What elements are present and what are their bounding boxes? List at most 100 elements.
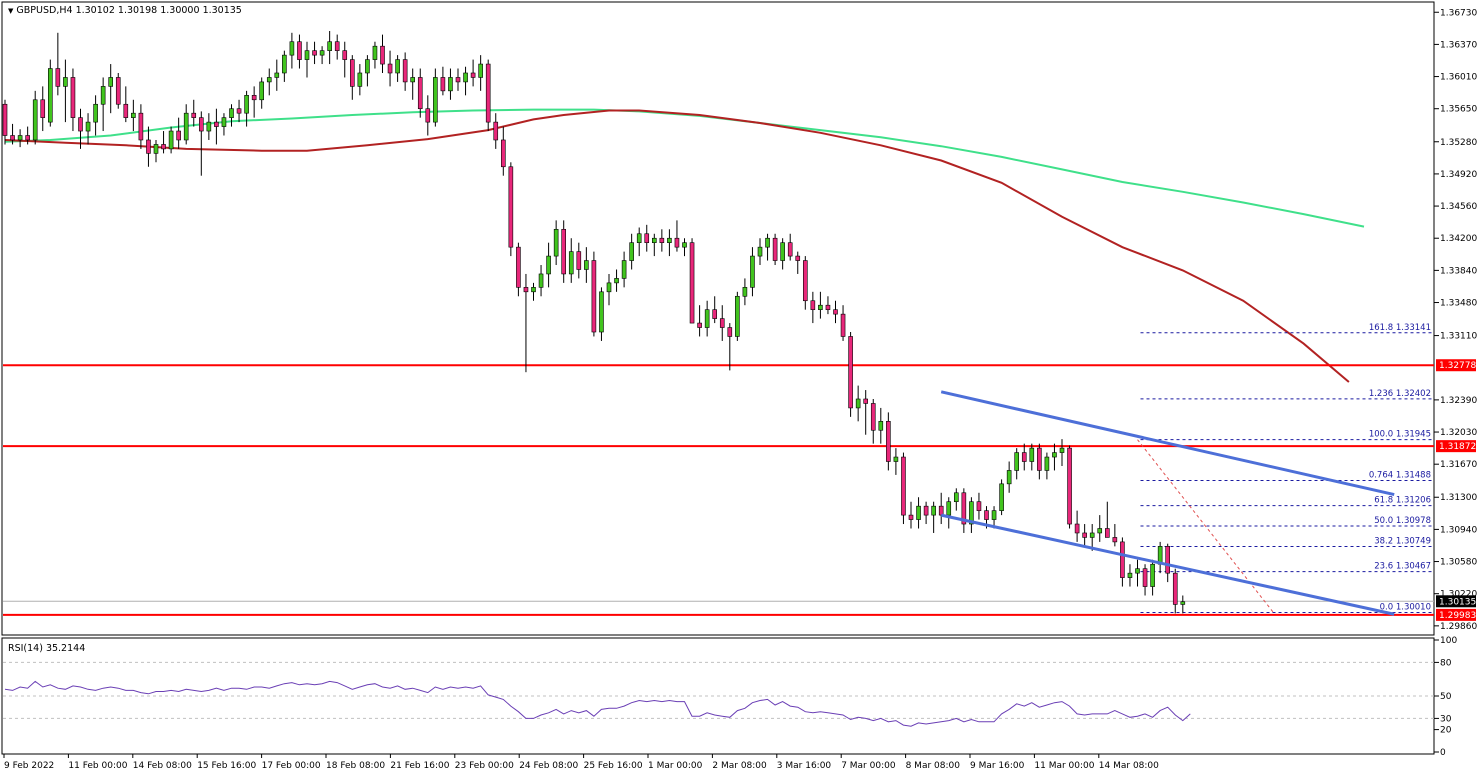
- candle-body: [85, 121, 91, 132]
- candle-body: [818, 304, 823, 310]
- candle-body: [304, 50, 310, 60]
- candle-body: [682, 242, 687, 248]
- candle-body: [1135, 568, 1140, 574]
- candle: [1089, 524, 1095, 551]
- candle: [478, 55, 483, 91]
- current-price-tag-label: 1.30135: [1439, 597, 1476, 607]
- rsi-label: RSI(14) 35.2144: [8, 643, 85, 654]
- candle-body: [1029, 447, 1035, 462]
- rsi-tick-label: 50: [1440, 692, 1452, 702]
- candle-body: [757, 246, 763, 257]
- candle-body: [614, 278, 619, 284]
- candle-body: [493, 121, 499, 141]
- candle-body: [1067, 447, 1072, 525]
- candle: [599, 287, 604, 341]
- candle-body: [266, 77, 272, 83]
- level-tag-label: 1.29983: [1439, 611, 1476, 621]
- candle: [870, 398, 876, 444]
- candle-body: [621, 260, 627, 279]
- candle: [131, 99, 136, 132]
- price-tick-label: 1.33840: [1440, 266, 1477, 276]
- rsi-pane[interactable]: RSI(14) 35.2144: [1, 637, 1435, 755]
- candle-body: [984, 510, 989, 520]
- candle-body: [531, 287, 536, 293]
- candle: [387, 50, 393, 87]
- candle: [123, 86, 129, 123]
- candle: [32, 90, 38, 145]
- candle: [448, 68, 453, 100]
- time-tick-label: 14 Feb 08:00: [133, 761, 192, 771]
- candle-body: [1089, 532, 1095, 538]
- candle: [1006, 461, 1012, 493]
- candle: [470, 59, 476, 87]
- candle: [1074, 510, 1080, 542]
- candle-body: [584, 260, 589, 270]
- candle-body: [297, 41, 302, 60]
- candle: [1172, 568, 1178, 614]
- candle: [712, 296, 718, 324]
- candle-body: [976, 501, 982, 511]
- candle: [70, 68, 76, 132]
- candle: [372, 41, 378, 69]
- candle: [969, 497, 974, 533]
- candle: [100, 77, 106, 132]
- candle-body: [463, 72, 468, 83]
- candle: [500, 126, 506, 176]
- candle: [1021, 443, 1027, 471]
- candle: [282, 50, 287, 82]
- candle-body: [523, 287, 529, 293]
- price-tick-label: 1.36010: [1440, 73, 1477, 83]
- candle: [349, 55, 355, 100]
- rsi-series: [4, 680, 1191, 727]
- candle: [2, 99, 8, 145]
- candle: [297, 34, 302, 69]
- candle-body: [417, 77, 423, 110]
- candle: [659, 229, 665, 252]
- candle-body: [448, 77, 453, 92]
- candle-body: [833, 309, 838, 315]
- candle-body: [636, 233, 642, 243]
- candle: [976, 492, 982, 520]
- candle: [1052, 443, 1057, 471]
- candle: [138, 104, 144, 149]
- candle: [319, 46, 325, 65]
- candle: [825, 296, 831, 315]
- candle: [697, 305, 702, 337]
- candle: [85, 113, 91, 145]
- fib-level-label: 38.2 1.30749: [1374, 536, 1431, 546]
- candle-body: [886, 421, 891, 462]
- candle: [674, 220, 680, 252]
- candle: [168, 126, 174, 154]
- candle-body: [787, 242, 793, 257]
- candle: [523, 273, 529, 373]
- candle: [229, 104, 234, 127]
- rsi-line: [4, 680, 1191, 727]
- candle-body: [55, 68, 61, 87]
- candle: [780, 238, 785, 270]
- candle-body: [1014, 452, 1020, 471]
- symbol-marker-icon: ▼: [8, 7, 14, 15]
- candle-body: [629, 242, 634, 261]
- candle-body: [327, 41, 332, 51]
- current-price-tag: [1436, 595, 1476, 608]
- candle: [304, 41, 310, 78]
- price-pane-background: [1, 1, 1435, 636]
- price-pane[interactable]: 161.8 1.33141 1.236 1.32402 100.0 1.31945 0…: [1, 1, 1435, 636]
- candle-body: [855, 398, 861, 409]
- candle-body: [161, 144, 166, 150]
- candle-body: [508, 166, 514, 248]
- candle: [531, 282, 536, 301]
- candle: [463, 66, 468, 96]
- candle: [357, 64, 363, 96]
- candle: [916, 497, 921, 529]
- candle-body: [712, 309, 718, 319]
- candle: [840, 305, 846, 341]
- candle-body: [485, 63, 491, 123]
- candle: [115, 72, 121, 109]
- candle-body: [380, 45, 385, 65]
- candle-body: [772, 237, 778, 261]
- candle: [516, 242, 521, 297]
- candle-body: [1097, 528, 1103, 534]
- candle: [614, 269, 619, 292]
- candle: [1044, 452, 1050, 480]
